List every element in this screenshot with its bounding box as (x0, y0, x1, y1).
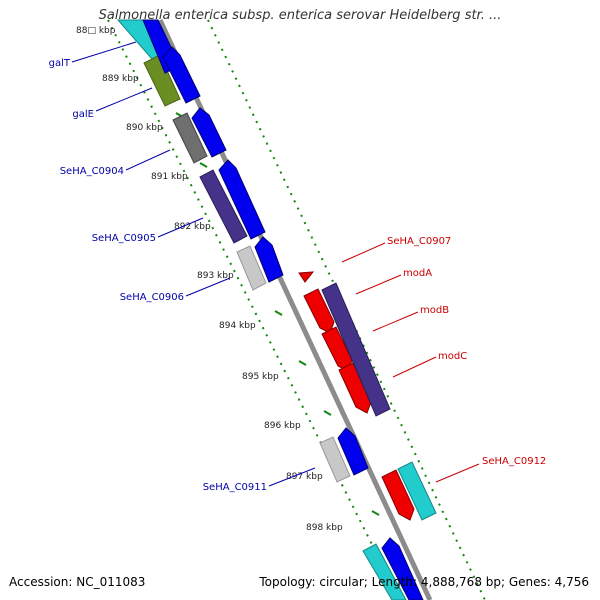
scale-label-partial: 88□ kbp (76, 26, 116, 36)
cog-block-purple-1 (199, 169, 248, 244)
cog-block-gray (172, 112, 208, 164)
forward-cds-arrow (191, 107, 227, 158)
accession-text: Accession: NC_011083 (9, 575, 146, 589)
scale-label-890: 890 kbp (126, 123, 163, 133)
leader-lines-left (71, 41, 316, 487)
reverse-cds-track (298, 271, 415, 521)
reverse-cds-arrow (338, 362, 372, 414)
cog-track-right (321, 282, 437, 521)
genome-backbone (157, 18, 433, 600)
scale-label-892: 892 kbp (174, 222, 211, 232)
forward-cds-arrow (162, 46, 201, 104)
genome-summary-text: Topology: circular; Length: 4,888,768 bp… (259, 575, 589, 589)
scale-label-891: 891 kbp (151, 172, 188, 182)
cog-block-cyan-right (397, 461, 437, 521)
gene-labels-right: SeHA_C0907 modA modB modC SeHA_C0912 (387, 236, 546, 467)
gene-label-modC[interactable]: modC (438, 351, 467, 362)
leader-lines-right (341, 242, 480, 483)
scale-label-894: 894 kbp (219, 321, 256, 331)
gene-label-SeHA_C0905[interactable]: SeHA_C0905 (92, 233, 156, 244)
forward-cds-arrow (337, 427, 369, 476)
scale-label-898: 898 kbp (306, 523, 343, 533)
reverse-cds-arrow (381, 469, 415, 521)
gene-label-galE[interactable]: galE (72, 109, 94, 120)
scale-label-893: 893 kbp (197, 271, 234, 281)
cog-track-left (116, 19, 407, 600)
forward-cds-arrow (218, 159, 266, 240)
cog-block-olive (143, 54, 181, 107)
gene-label-SeHA_C0912[interactable]: SeHA_C0912 (482, 456, 546, 467)
cog-block-purple-2 (321, 282, 391, 417)
left-dotted-track (107, 19, 401, 600)
cog-block-lightgray-1 (236, 245, 267, 291)
cog-block-cyan-bottom (362, 543, 407, 600)
gene-label-SeHA_C0906[interactable]: SeHA_C0906 (120, 292, 184, 303)
cog-block-lightgray-2 (319, 436, 351, 483)
forward-cds-arrow (254, 236, 284, 283)
forward-cds-arrow (381, 537, 424, 600)
gene-label-SeHA_C0907[interactable]: SeHA_C0907 (387, 236, 451, 247)
gene-label-galT[interactable]: galT (49, 58, 71, 69)
scale-label-896: 896 kbp (264, 421, 301, 431)
gene-label-modB[interactable]: modB (420, 305, 449, 316)
scale-label-895: 895 kbp (242, 372, 279, 382)
reverse-cds-arrow (303, 288, 335, 334)
genome-title: Salmonella enterica subsp. enterica sero… (98, 8, 502, 23)
reverse-cds-arrow (298, 271, 315, 283)
gene-label-modA[interactable]: modA (403, 268, 432, 279)
gene-label-SeHA_C0911[interactable]: SeHA_C0911 (203, 482, 267, 493)
scale-labels: 88□ kbp 889 kbp 890 kbp 891 kbp 892 kbp … (76, 26, 343, 533)
gene-labels-left: galT galE SeHA_C0904 SeHA_C0905 SeHA_C09… (49, 58, 267, 493)
forward-cds-track (142, 19, 424, 600)
gene-label-SeHA_C0904[interactable]: SeHA_C0904 (60, 166, 124, 177)
scale-label-897: 897 kbp (286, 472, 323, 482)
scale-label-889: 889 kbp (102, 74, 139, 84)
